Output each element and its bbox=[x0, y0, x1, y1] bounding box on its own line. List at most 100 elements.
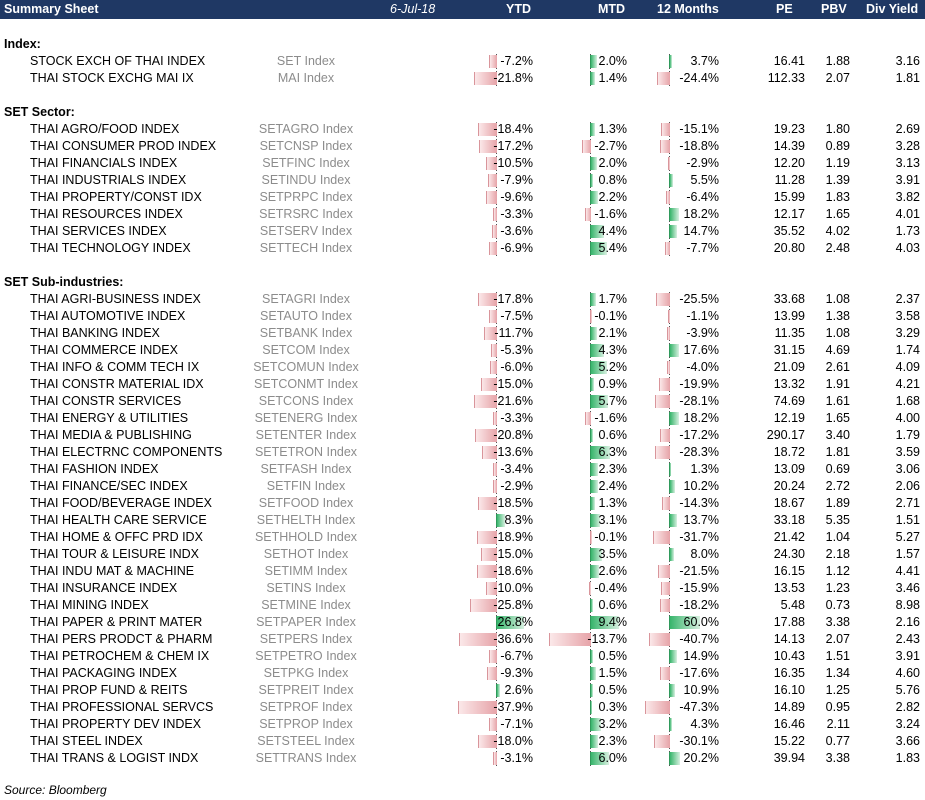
mtd-value: 0.5% bbox=[598, 683, 628, 697]
pe-value: 17.88 bbox=[773, 615, 805, 629]
mtd-bar bbox=[590, 72, 596, 85]
pbv-value: 3.40 bbox=[825, 428, 850, 442]
col-header-ytd: YTD bbox=[506, 2, 531, 16]
ytd-value: -21.8% bbox=[493, 71, 533, 85]
bloomberg-code: SETHOT Index bbox=[263, 547, 349, 561]
ytd-bar bbox=[488, 55, 497, 68]
index-name: THAI PROP FUND & REITS bbox=[30, 683, 188, 697]
index-name: THAI CONSTR MATERIAL IDX bbox=[30, 377, 204, 391]
ytd-value: -13.6% bbox=[493, 445, 533, 459]
index-name: THAI INSURANCE INDEX bbox=[30, 581, 178, 595]
mtd-bar bbox=[590, 327, 598, 340]
index-name: THAI FINANCE/SEC INDEX bbox=[30, 479, 188, 493]
m12-value: -1.1% bbox=[686, 309, 719, 323]
table-row: THAI FINANCE/SEC INDEX SETFIN Index -2.9% 2… bbox=[0, 478, 925, 495]
m12-value: -6.4% bbox=[686, 190, 719, 204]
pe-value: 39.94 bbox=[773, 751, 805, 765]
pbv-value: 2.07 bbox=[825, 632, 850, 646]
index-name: THAI AGRO/FOOD INDEX bbox=[30, 122, 180, 136]
div-yield-value: 8.98 bbox=[895, 598, 920, 612]
mtd-value: 1.3% bbox=[598, 496, 628, 510]
bloomberg-code: SETAGRI Index bbox=[262, 292, 350, 306]
ytd-bar bbox=[477, 123, 497, 136]
table-row: THAI AUTOMOTIVE INDEX SETAUTO Index -7.5% -… bbox=[0, 308, 925, 325]
div-yield-value: 4.03 bbox=[895, 241, 920, 255]
bloomberg-code: SETPKG Index bbox=[263, 666, 349, 680]
mtd-value: 2.4% bbox=[598, 479, 628, 493]
bloomberg-code: SETCNSP Index bbox=[259, 139, 353, 153]
m12-bar bbox=[645, 701, 670, 714]
m12-bar bbox=[667, 361, 670, 374]
ytd-value: -11.7% bbox=[494, 326, 533, 340]
pbv-value: 5.35 bbox=[825, 513, 850, 527]
section-spacer bbox=[0, 19, 925, 36]
ytd-bar bbox=[493, 480, 497, 493]
pbv-value: 0.69 bbox=[825, 462, 850, 476]
table-row: THAI FINANCIALS INDEX SETFINC Index -10.5%… bbox=[0, 155, 925, 172]
ytd-value: -18.0% bbox=[493, 734, 533, 748]
table-row: THAI FASHION INDEX SETFASH Index -3.4% 2.3%… bbox=[0, 461, 925, 478]
table-row: THAI INDUSTRIALS INDEX SETINDU Index -7.9%… bbox=[0, 172, 925, 189]
table-row: THAI PETROCHEM & CHEM IX SETPETRO Index -6… bbox=[0, 648, 925, 665]
bloomberg-code: SETPRPC Index bbox=[259, 190, 353, 204]
col-header-mtd: MTD bbox=[598, 2, 626, 16]
ytd-bar bbox=[484, 327, 497, 340]
pe-value: 14.13 bbox=[773, 632, 805, 646]
bloomberg-code: SETPAPER Index bbox=[256, 615, 356, 629]
m12-value: 4.3% bbox=[690, 717, 720, 731]
ytd-value: -18.6% bbox=[493, 564, 533, 578]
pbv-value: 1.34 bbox=[825, 666, 850, 680]
ytd-value: -10.0% bbox=[493, 581, 533, 595]
pe-value: 13.32 bbox=[773, 377, 805, 391]
ytd-bar bbox=[488, 174, 497, 187]
index-name: THAI CONSTR SERVICES bbox=[30, 394, 182, 408]
pe-value: 12.17 bbox=[773, 207, 805, 221]
div-yield-value: 1.81 bbox=[895, 71, 920, 85]
ytd-value: -3.6% bbox=[500, 224, 533, 238]
mtd-value: 4.3% bbox=[598, 343, 628, 357]
ytd-value: -18.9% bbox=[493, 530, 533, 544]
table-row: THAI RESOURCES INDEX SETRSRC Index -3.3% -1… bbox=[0, 206, 925, 223]
mtd-value: 3.1% bbox=[598, 513, 628, 527]
mtd-value: 2.3% bbox=[598, 734, 628, 748]
m12-value: 14.9% bbox=[683, 649, 719, 663]
bloomberg-code: SETSERV Index bbox=[259, 224, 353, 238]
bloomberg-code: SETCOM Index bbox=[262, 343, 350, 357]
ytd-bar bbox=[478, 735, 497, 748]
table-row: THAI PROP FUND & REITS SETPREIT Index 2.6%… bbox=[0, 682, 925, 699]
ytd-value: -17.8% bbox=[493, 292, 533, 306]
index-name: THAI PETROCHEM & CHEM IX bbox=[30, 649, 210, 663]
section-title-row: SET Sector: bbox=[0, 104, 925, 121]
pe-value: 21.09 bbox=[773, 360, 805, 374]
m12-value: -30.1% bbox=[679, 734, 719, 748]
ytd-value: -7.5% bbox=[500, 309, 533, 323]
index-name: THAI RESOURCES INDEX bbox=[30, 207, 183, 221]
ytd-bar bbox=[459, 633, 497, 646]
div-yield-value: 5.27 bbox=[895, 530, 920, 544]
mtd-value: 1.7% bbox=[598, 292, 628, 306]
section-spacer bbox=[0, 257, 925, 274]
bloomberg-code: SETPROP Index bbox=[259, 717, 353, 731]
bloomberg-code: SETCONMT Index bbox=[254, 377, 358, 391]
pbv-value: 1.81 bbox=[825, 445, 850, 459]
section-spacer bbox=[0, 87, 925, 104]
pe-value: 35.52 bbox=[773, 224, 805, 238]
mtd-bar bbox=[590, 293, 597, 306]
div-yield-value: 1.74 bbox=[895, 343, 920, 357]
bloomberg-code: SETFIN Index bbox=[266, 479, 346, 493]
mtd-bar bbox=[590, 599, 593, 612]
table-row: THAI PAPER & PRINT MATER SETPAPER Index 26… bbox=[0, 614, 925, 631]
pe-value: 18.72 bbox=[773, 445, 805, 459]
col-header-div-yield: Div Yield bbox=[866, 2, 919, 16]
m12-bar bbox=[665, 242, 670, 255]
div-yield-value: 4.60 bbox=[895, 666, 920, 680]
bloomberg-code: SETIMM Index bbox=[264, 564, 348, 578]
bloomberg-code: SETRSRC Index bbox=[259, 207, 353, 221]
index-name: THAI BANKING INDEX bbox=[30, 326, 160, 340]
m12-bar bbox=[659, 599, 670, 612]
mtd-bar bbox=[590, 701, 592, 714]
mtd-bar bbox=[590, 123, 595, 136]
m12-bar bbox=[669, 616, 700, 629]
pe-value: 14.39 bbox=[773, 139, 805, 153]
table-row: THAI HOME & OFFC PRD IDX SETHHOLD Index -1… bbox=[0, 529, 925, 546]
